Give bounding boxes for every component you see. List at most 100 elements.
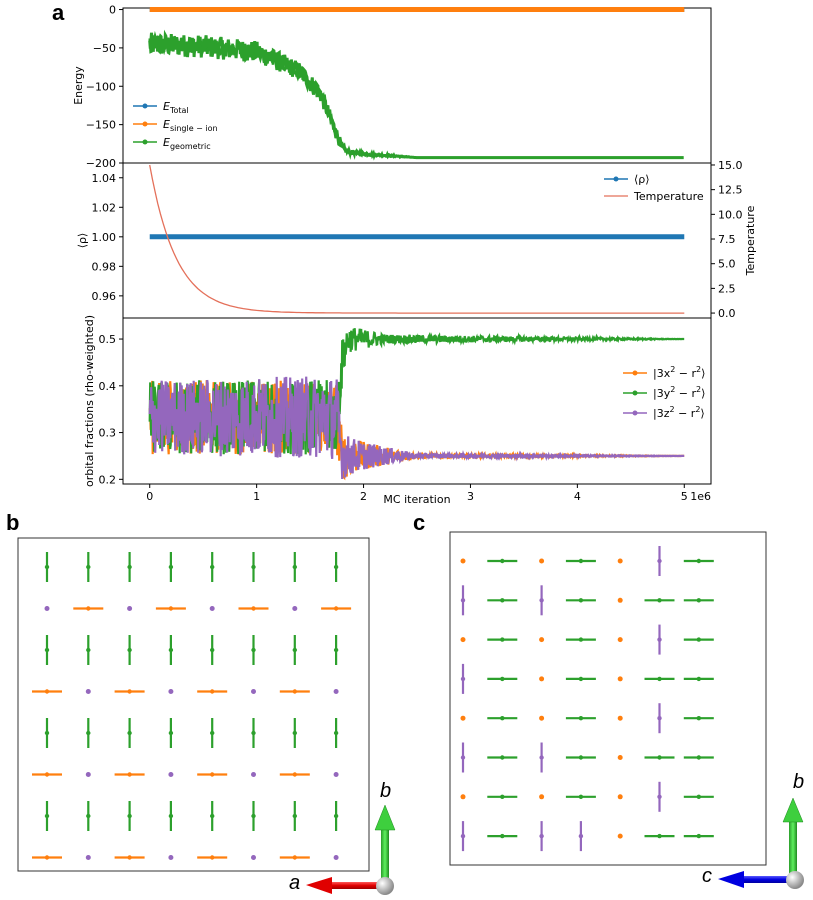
- lattice-b-site-1-7-dot: [333, 606, 339, 611]
- rho-y-tick-label-0: 0.96: [92, 290, 117, 303]
- lattice-b-site-1-1-dot: [86, 606, 91, 611]
- axis-triad-c: b c: [702, 771, 804, 889]
- lattice-c-site-4-4-dot: [617, 715, 623, 721]
- lattice-b-site-0-6-dot: [292, 564, 297, 570]
- lattice-c-site-3-6-dot: [696, 676, 701, 682]
- energy-chart: 0 −50 −100 −150 −200 Energy ETotal Esingle − io…: [72, 4, 712, 170]
- lattice-b-site-6-4-dot: [210, 813, 215, 819]
- orb-y-label: orbital fractions (rho-weighted): [83, 315, 96, 487]
- energy-legend-label-2: Egeometric: [163, 136, 211, 151]
- temp-y-tick-label-6: 15.0: [718, 159, 743, 172]
- lattice-b-site-6-2-dot: [127, 813, 132, 819]
- lattice-b-site-6-0-dot: [44, 813, 50, 819]
- x-tick-label-4: 4: [574, 490, 581, 503]
- rho-legend-marker: [613, 176, 619, 182]
- lattice-b-site-7-4-dot: [210, 855, 215, 860]
- lattice-c-site-0-5-dot: [657, 558, 662, 564]
- energy-legend-label-1: Esingle − ion: [163, 118, 218, 133]
- lattice-c-site-1-6-dot: [696, 598, 701, 603]
- orb-y-tick-label-3: 0.5: [99, 333, 117, 346]
- lattice-c-site-3-0-dot: [460, 676, 466, 682]
- temp-y-label: Temperature: [744, 205, 757, 276]
- lattice-panel-c: [449, 531, 767, 866]
- lattice-b-site-3-3-dot: [168, 689, 174, 694]
- lattice-c-site-0-4-dot: [617, 558, 623, 564]
- density-axes-frame: [122, 162, 712, 319]
- lattice-b-site-0-2-dot: [127, 564, 132, 570]
- rho-legend-label: ⟨ρ⟩: [634, 173, 650, 186]
- lattice-b-site-4-6-dot: [292, 730, 297, 736]
- temp-y-tick-label-0: 0.0: [718, 307, 736, 320]
- lattice-b-site-5-1-dot: [85, 772, 91, 777]
- temp-y-tick-label-4: 10.0: [718, 208, 743, 221]
- lattice-c-site-5-1-dot: [500, 755, 505, 760]
- lattice-c-site-1-1-dot: [500, 598, 505, 603]
- b-arrowhead: [374, 804, 396, 831]
- lattice-c-site-5-4-dot: [617, 755, 623, 760]
- lattice-b-site-5-2-dot: [127, 772, 132, 777]
- energy-y-tick-label-1: −50: [93, 42, 116, 55]
- lattice-b-site-2-4-dot: [210, 647, 215, 653]
- lattice-c-site-2-1-dot: [500, 637, 505, 642]
- lattice-b-site-1-2-dot: [127, 606, 133, 611]
- lattice-b-site-1-0-dot: [44, 606, 50, 611]
- lattice-b-site-3-7-dot: [333, 689, 339, 694]
- lattice-c-site-7-4-dot: [617, 833, 623, 839]
- lattice-b-site-7-3-dot: [168, 855, 174, 860]
- lattice-b-site-7-2-dot: [127, 855, 132, 860]
- lattice-c-site-5-5-dot: [657, 755, 662, 760]
- lattice-c-site-5-6-dot: [696, 755, 701, 760]
- lattice-c-site-0-6-dot: [696, 558, 701, 564]
- lattice-b-site-1-5-dot: [251, 606, 256, 611]
- lattice-b-site-0-0-dot: [44, 564, 50, 570]
- lattice-b-site-5-0-dot: [44, 772, 50, 777]
- series-temperature-line: [149, 164, 685, 314]
- temp-y-tick-label-2: 5.0: [718, 258, 736, 271]
- lattice-c-site-4-0-dot: [460, 715, 466, 721]
- panel-label-b: b: [6, 510, 19, 535]
- lattice-c-site-4-2-dot: [539, 715, 545, 721]
- x-tick-label-3: 3: [467, 490, 474, 503]
- lattice-b-site-0-1-dot: [86, 564, 91, 570]
- orb-y-tick-label-0: 0.2: [99, 473, 117, 486]
- lattice-c-site-0-1-dot: [500, 558, 505, 564]
- lattice-b-site-3-4-dot: [210, 689, 215, 694]
- lattice-b-site-5-5-dot: [251, 772, 256, 777]
- density-temperature-chart: 0.96 0.98 1.00 1.02 1.04 0.0 2.5 5.0 7.5 10.0 12.5…: [76, 159, 757, 320]
- lattice-c-site-4-3-dot: [578, 716, 584, 721]
- energy-y-tick-label-0: 0: [109, 4, 116, 17]
- lattice-c-site-2-3-dot: [578, 637, 584, 642]
- lattice-b-site-0-4-dot: [210, 564, 215, 570]
- energy-y-tick-label-3: −150: [86, 119, 116, 132]
- lattice-b-site-0-5-dot: [251, 564, 256, 570]
- lattice-c-site-3-2-dot: [539, 676, 545, 682]
- lattice-b-site-0-7-dot: [333, 564, 339, 570]
- lattice-b-site-4-7-dot: [333, 730, 339, 736]
- lattice-b-frame: [17, 537, 370, 872]
- energy-legend-marker-2: [142, 139, 148, 145]
- temp-y-tick-label-1: 2.5: [718, 282, 736, 295]
- lattice-c-site-2-5-dot: [657, 637, 662, 642]
- lattice-c-site-6-1-dot: [500, 794, 505, 799]
- lattice-b-site-3-1-dot: [85, 689, 91, 694]
- lattice-b-site-6-7-dot: [333, 813, 339, 819]
- energy-y-label: Energy: [72, 66, 85, 105]
- lattice-b-site-4-2-dot: [127, 730, 132, 736]
- lattice-c-site-2-2-dot: [539, 637, 545, 643]
- a-axis-arrow: [330, 882, 380, 889]
- rho-y-tick-label-2: 1.00: [92, 231, 117, 244]
- b-axis-arrow: [381, 828, 389, 886]
- origin-ball-c: [786, 871, 804, 889]
- rho-y-tick-label-1: 0.98: [92, 260, 117, 273]
- lattice-b-site-5-7-dot: [333, 772, 339, 777]
- energy-legend-marker-1: [142, 121, 148, 127]
- lattice-b-site-4-5-dot: [251, 730, 256, 736]
- axis-label-b: b: [380, 780, 391, 802]
- lattice-b-site-4-3-dot: [168, 730, 174, 736]
- b-arrowhead-c: [782, 797, 804, 823]
- lattice-c-site-7-3-dot: [578, 833, 584, 839]
- lattice-b-site-2-7-dot: [333, 647, 339, 653]
- temp-y-tick-label-3: 7.5: [718, 233, 736, 246]
- lattice-c-site-7-1-dot: [500, 833, 505, 839]
- lattice-c-site-5-0-dot: [460, 755, 466, 760]
